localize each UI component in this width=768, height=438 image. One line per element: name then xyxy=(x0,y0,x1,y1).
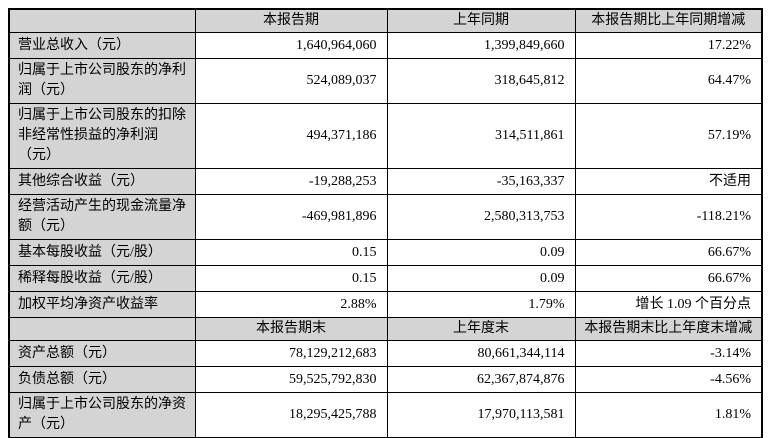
table-row-other-comprehensive-income: 其他综合收益（元） -19,288,253 -35,163,337 不适用 xyxy=(8,168,763,195)
header-prior-period: 上年同期 xyxy=(386,8,576,33)
header-period-change: 本报告期比上年同期增减 xyxy=(574,8,763,33)
prior-period-value: 314,511,861 xyxy=(386,103,576,169)
prior-period-value: 62,367,874,876 xyxy=(386,366,576,393)
table-row-net-profit-excl-nonrecurring: 归属于上市公司股东的扣除非经常性损益的净利润（元） 494,371,186 31… xyxy=(8,103,763,169)
prior-period-value: 0.09 xyxy=(386,265,576,292)
current-period-value: 1,640,964,060 xyxy=(194,32,388,59)
prior-period-value: 1.79% xyxy=(386,291,576,318)
row-label: 归属于上市公司股东的净利润（元） xyxy=(8,58,196,104)
current-period-value: 59,525,792,830 xyxy=(194,366,388,393)
change-value: 1.81% xyxy=(574,392,763,438)
table-row-operating-cash-flow: 经营活动产生的现金流量净额（元） -469,981,896 2,580,313,… xyxy=(8,194,763,240)
table-row-net-assets: 归属于上市公司股东的净资产（元） 18,295,425,788 17,970,1… xyxy=(8,392,763,438)
current-period-value: 0.15 xyxy=(194,239,388,266)
row-label: 营业总收入（元） xyxy=(8,32,196,59)
change-value: 66.67% xyxy=(574,265,763,292)
change-value: -118.21% xyxy=(574,194,763,240)
table-row-total-liabilities: 负债总额（元） 59,525,792,830 62,367,874,876 -4… xyxy=(8,366,763,393)
row-label: 归属于上市公司股东的扣除非经常性损益的净利润（元） xyxy=(8,103,196,169)
financial-summary-table: 本报告期 上年同期 本报告期比上年同期增减 营业总收入（元） 1,640,964… xyxy=(8,8,763,438)
change-value: -3.14% xyxy=(574,340,763,367)
change-value: -4.56% xyxy=(574,366,763,393)
header-current-period: 本报告期 xyxy=(194,8,388,33)
table-row-net-profit: 归属于上市公司股东的净利润（元） 524,089,037 318,645,812… xyxy=(8,58,763,104)
header-empty-cell xyxy=(8,317,196,341)
prior-period-value: 2,580,313,753 xyxy=(386,194,576,240)
change-value: 增长 1.09 个百分点 xyxy=(574,291,763,318)
current-period-value: 524,089,037 xyxy=(194,58,388,104)
current-period-value: 78,129,212,683 xyxy=(194,340,388,367)
header-row-period: 本报告期 上年同期 本报告期比上年同期增减 xyxy=(8,8,763,33)
row-label: 稀释每股收益（元/股） xyxy=(8,265,196,292)
prior-period-value: 80,661,344,114 xyxy=(386,340,576,367)
table-row-total-assets: 资产总额（元） 78,129,212,683 80,661,344,114 -3… xyxy=(8,340,763,367)
change-value: 不适用 xyxy=(574,168,763,195)
table-row-weighted-avg-roe: 加权平均净资产收益率 2.88% 1.79% 增长 1.09 个百分点 xyxy=(8,291,763,318)
current-period-value: 2.88% xyxy=(194,291,388,318)
change-value: 66.67% xyxy=(574,239,763,266)
current-period-value: 0.15 xyxy=(194,265,388,292)
header-prior-year-end: 上年度末 xyxy=(386,317,576,341)
change-value: 57.19% xyxy=(574,103,763,169)
prior-period-value: 318,645,812 xyxy=(386,58,576,104)
table-row-basic-eps: 基本每股收益（元/股） 0.15 0.09 66.67% xyxy=(8,239,763,266)
prior-period-value: -35,163,337 xyxy=(386,168,576,195)
change-value: 17.22% xyxy=(574,32,763,59)
header-current-period-end: 本报告期末 xyxy=(194,317,388,341)
row-label: 其他综合收益（元） xyxy=(8,168,196,195)
prior-period-value: 0.09 xyxy=(386,239,576,266)
row-label: 资产总额（元） xyxy=(8,340,196,367)
prior-period-value: 1,399,849,660 xyxy=(386,32,576,59)
row-label: 经营活动产生的现金流量净额（元） xyxy=(8,194,196,240)
current-period-value: 494,371,186 xyxy=(194,103,388,169)
current-period-value: 18,295,425,788 xyxy=(194,392,388,438)
prior-period-value: 17,970,113,581 xyxy=(386,392,576,438)
row-label: 负债总额（元） xyxy=(8,366,196,393)
current-period-value: -469,981,896 xyxy=(194,194,388,240)
header-period-end-change: 本报告期末比上年度末增减 xyxy=(574,317,763,341)
current-period-value: -19,288,253 xyxy=(194,168,388,195)
row-label: 加权平均净资产收益率 xyxy=(8,291,196,318)
header-row-period-end: 本报告期末 上年度末 本报告期末比上年度末增减 xyxy=(8,317,763,341)
table-row-total-revenue: 营业总收入（元） 1,640,964,060 1,399,849,660 17.… xyxy=(8,32,763,59)
table-row-diluted-eps: 稀释每股收益（元/股） 0.15 0.09 66.67% xyxy=(8,265,763,292)
header-empty-cell xyxy=(8,8,196,33)
change-value: 64.47% xyxy=(574,58,763,104)
row-label: 归属于上市公司股东的净资产（元） xyxy=(8,392,196,438)
row-label: 基本每股收益（元/股） xyxy=(8,239,196,266)
